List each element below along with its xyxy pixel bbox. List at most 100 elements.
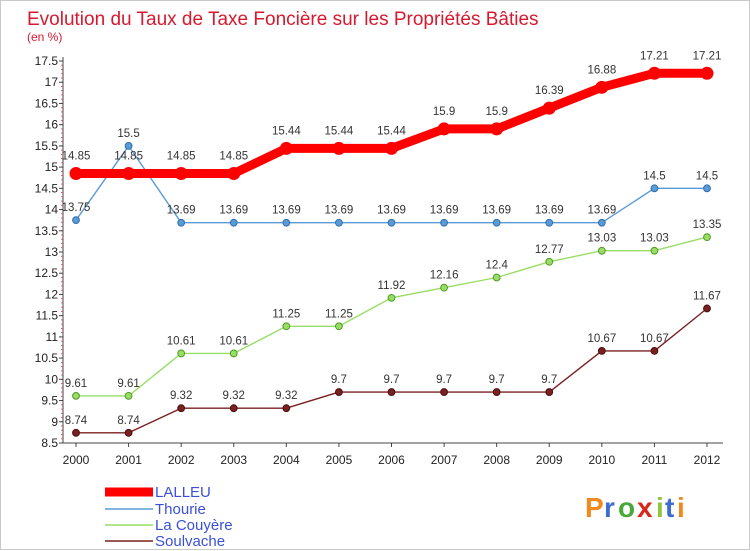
series-point <box>387 388 396 396</box>
data-label: 10.67 <box>640 333 669 345</box>
series-point <box>72 428 80 437</box>
series-point <box>124 141 133 150</box>
x-tick-label: 2001 <box>115 453 142 467</box>
y-tick-label: 15 <box>45 160 59 174</box>
y-tick-label: 13.5 <box>35 224 59 238</box>
proxiti-logo: P r o x i t i <box>585 492 685 523</box>
y-tick-label: 14 <box>45 203 59 217</box>
data-label: 10.61 <box>219 335 248 347</box>
y-tick-label: 17.5 <box>35 54 59 68</box>
data-label: 13.69 <box>325 205 354 217</box>
series-point <box>122 166 136 180</box>
x-tick-label: 2005 <box>326 453 353 467</box>
y-tick-label: 10.5 <box>35 351 59 365</box>
series-point <box>124 428 133 437</box>
series-point <box>69 166 83 180</box>
y-tick-label: 9.5 <box>41 394 58 408</box>
data-label: 13.69 <box>219 205 248 217</box>
chart-title: Evolution du Taux de Taxe Foncière sur l… <box>27 9 539 30</box>
series-point <box>440 283 448 292</box>
data-label: 9.7 <box>489 374 505 386</box>
series-point <box>597 218 606 227</box>
svg-text:r: r <box>604 492 615 523</box>
data-label: 11.92 <box>378 280 406 292</box>
y-tick-label: 16.5 <box>35 96 59 110</box>
y-tick-label: 17 <box>45 75 59 89</box>
data-label: 13.69 <box>587 205 616 217</box>
data-label: 15.44 <box>377 125 406 137</box>
data-label: 13.69 <box>482 205 511 217</box>
x-axis-ticks: 2000 2001 2002 2003 2004 2005 2006 2007 2008 2009… <box>63 443 721 467</box>
series-point <box>387 218 396 227</box>
data-label: 17.21 <box>640 50 669 62</box>
series-point <box>282 404 291 413</box>
series-line-3 <box>75 307 708 434</box>
svg-text:o: o <box>618 492 635 523</box>
legend-label: La Couyère <box>155 517 233 534</box>
x-tick-label: 2008 <box>483 453 510 467</box>
y-tick-label: 11.5 <box>36 309 59 323</box>
series-point <box>174 166 188 180</box>
x-tick-label: 2006 <box>378 453 405 467</box>
legend-label: LALLEU <box>155 484 211 501</box>
y-tick-label: 12.5 <box>35 266 59 280</box>
series-line-2 <box>75 236 708 397</box>
series-point <box>177 349 186 358</box>
data-label: 9.61 <box>117 378 139 390</box>
x-tick-label: 2009 <box>536 453 563 467</box>
x-tick-label: 2012 <box>694 453 721 467</box>
series-points <box>69 66 714 437</box>
series-point <box>545 388 554 396</box>
data-label: 15.44 <box>272 125 301 137</box>
data-label: 14.85 <box>62 150 91 162</box>
data-label: 9.7 <box>436 374 452 386</box>
data-label: 9.7 <box>331 374 347 386</box>
data-labels: 14.85 14.85 14.85 14.85 15.44 15.44 15.44 15.9 1… <box>62 50 722 427</box>
series-point <box>492 218 501 227</box>
series-point <box>72 216 80 225</box>
y-axis-ticks: 8.5 9 9.5 10 10.5 11 11.5 12 12.5 13 13.5 14 14.5 15 1… <box>35 54 63 450</box>
series-point <box>332 141 346 155</box>
data-label: 14.85 <box>167 150 196 162</box>
data-label: 14.85 <box>114 150 143 162</box>
data-label: 15.44 <box>325 125 354 137</box>
svg-text:i: i <box>656 492 664 523</box>
series-point <box>385 141 398 155</box>
data-label: 14.5 <box>696 170 718 182</box>
data-label: 12.16 <box>430 270 459 282</box>
legend-label: Thourie <box>155 501 206 518</box>
x-tick-label: 2007 <box>431 453 458 467</box>
legend-label: Soulvache <box>155 533 225 550</box>
data-label: 13.03 <box>640 233 669 245</box>
series-point <box>440 218 448 227</box>
data-label: 8.74 <box>65 415 88 427</box>
series-point <box>227 166 241 180</box>
series-point <box>490 122 504 136</box>
x-tick-label: 2000 <box>63 453 90 467</box>
data-label: 14.85 <box>219 150 248 162</box>
series-point <box>545 257 554 266</box>
y-tick-label: 12 <box>45 287 59 301</box>
y-tick-label: 16 <box>45 118 59 132</box>
data-label: 13.69 <box>272 205 301 217</box>
series-point <box>650 246 659 255</box>
series-point <box>437 122 451 136</box>
data-label: 13.69 <box>167 205 196 217</box>
series-point <box>650 346 659 355</box>
x-tick-label: 2003 <box>220 453 247 467</box>
data-label: 13.75 <box>62 202 91 214</box>
data-label: 9.32 <box>223 390 245 402</box>
series-point <box>545 218 554 227</box>
series-point <box>177 218 186 227</box>
data-label: 17.21 <box>693 50 722 62</box>
series-point <box>597 246 606 255</box>
data-label: 15.9 <box>433 106 455 118</box>
data-label: 12.4 <box>485 259 508 271</box>
data-label: 13.69 <box>535 205 564 217</box>
series-point <box>229 218 238 227</box>
data-label: 14.5 <box>643 170 665 182</box>
svg-text:t: t <box>665 492 674 523</box>
y-tick-label: 13 <box>45 245 59 259</box>
